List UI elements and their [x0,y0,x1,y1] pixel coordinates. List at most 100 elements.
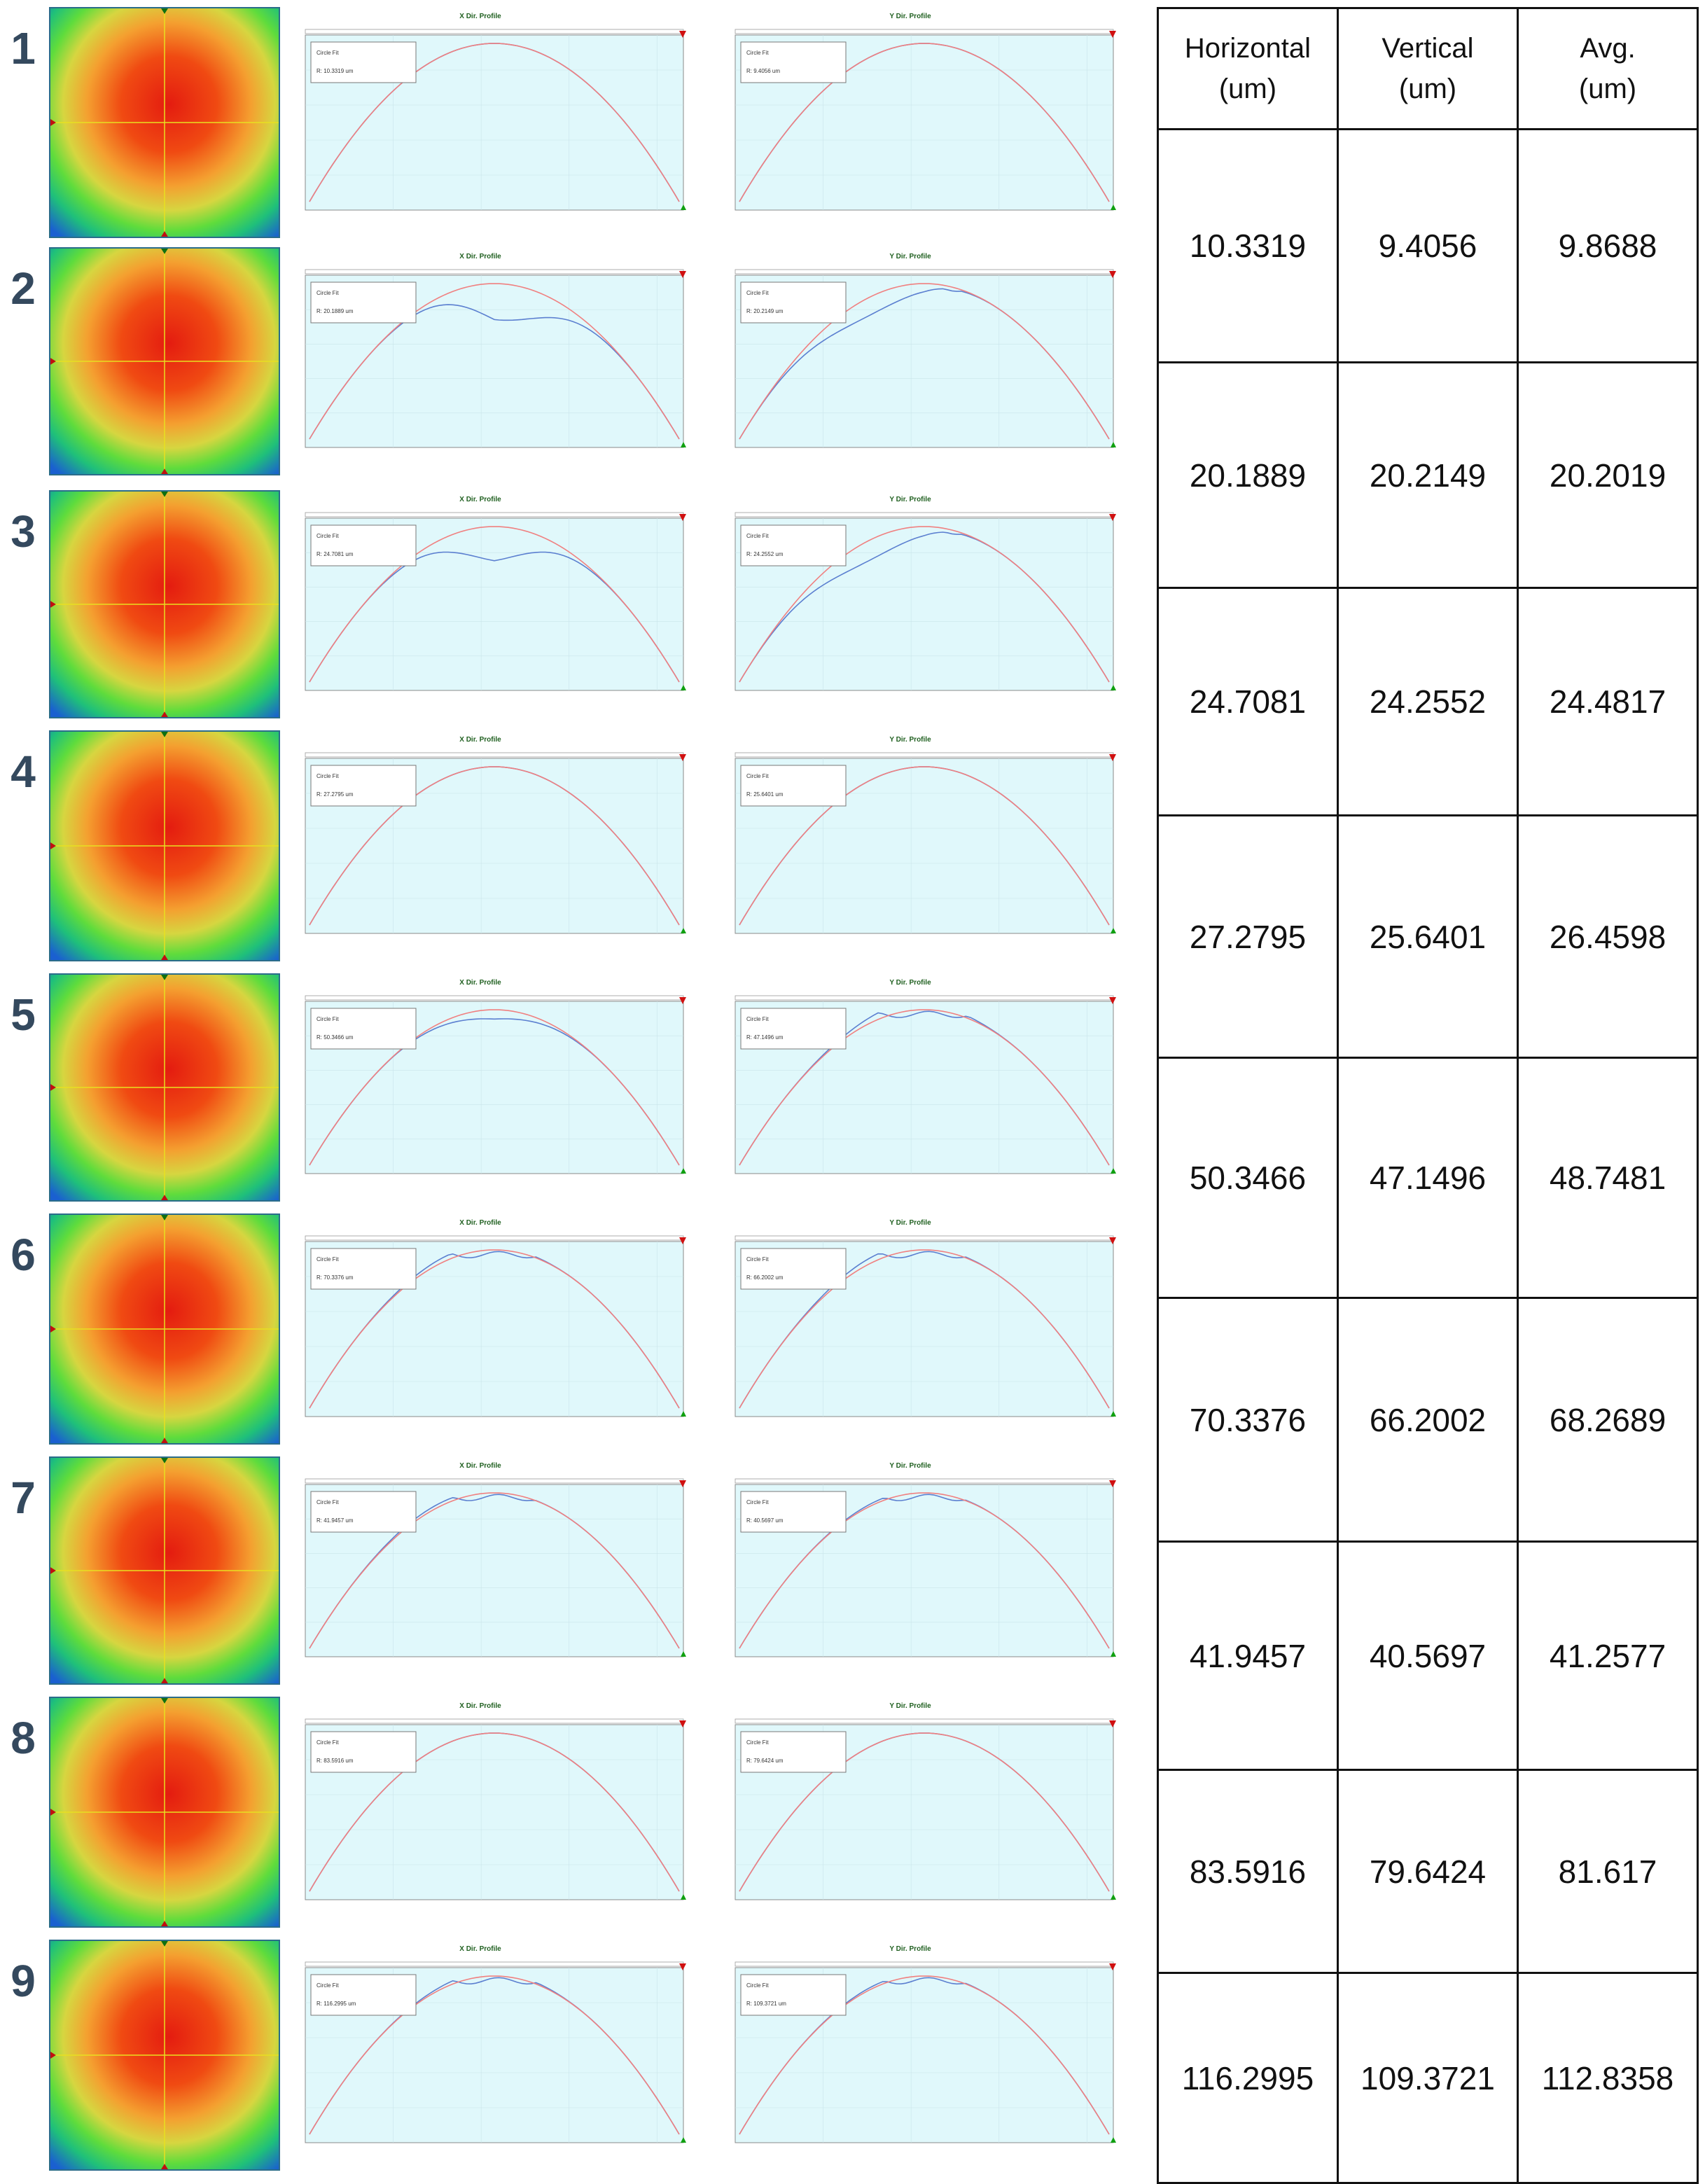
heatmap-image [49,7,280,238]
x-profile-plot: X Dir. Profile Circle Fit R: 10.3319 um [284,7,704,238]
cell-vertical: 109.3721 [1336,1972,1519,2184]
row-number-label: 6 [11,1230,36,1280]
circle-fit-line [739,1732,1110,1892]
heatmap-image [49,247,280,475]
table-row: 10.3319 9.4056 9.8688 [1157,128,1699,363]
heatmap-image [49,1940,280,2171]
cell-horizontal: 83.5916 [1157,1769,1339,1974]
plot-title: X Dir. Profile [459,736,501,744]
circle-fit-radius: R: 10.3319 um [316,68,354,74]
heatmap-image [49,1697,280,1928]
cell-vertical: 79.6424 [1336,1769,1519,1974]
circle-fit-radius: R: 9.4056 um [746,68,780,74]
cell-vertical: 24.2552 [1336,587,1519,816]
y-profile-plot: Y Dir. Profile Circle Fit R: 66.2002 um [714,1213,1134,1445]
plot-title: Y Dir. Profile [889,1702,931,1710]
table-row: 70.3376 66.2002 68.2689 [1157,1297,1699,1543]
circle-fit-line [739,283,1110,440]
circle-fit-line [309,283,680,440]
row-number-label: 9 [11,1956,36,2006]
circle-fit-label: Circle Fit [746,1982,769,1989]
circle-fit-label: Circle Fit [316,1016,339,1022]
row-number-label: 5 [11,989,36,1040]
cell-avg: 20.2019 [1517,361,1699,589]
circle-fit-line [309,1492,680,1649]
header-horizontal: Horizontal (um) [1157,7,1339,130]
row-number-label: 8 [11,1713,36,1763]
cell-avg: 41.2577 [1517,1540,1699,1771]
heatmap-image [49,1213,280,1445]
circle-fit-label: Circle Fit [316,1739,339,1746]
plot-title: X Dir. Profile [459,13,501,20]
y-profile-plot: Y Dir. Profile Circle Fit R: 20.2149 um [714,247,1134,475]
circle-fit-line [739,1249,1110,1409]
cell-vertical: 25.6401 [1336,814,1519,1059]
cell-horizontal: 10.3319 [1157,128,1339,363]
circle-fit-label: Circle Fit [316,1256,339,1263]
cell-vertical: 66.2002 [1336,1297,1519,1543]
circle-fit-line [309,526,680,683]
table-row: 41.9457 40.5697 41.2577 [1157,1540,1699,1771]
table-row: 50.3466 47.1496 48.7481 [1157,1057,1699,1299]
x-profile-plot: X Dir. Profile Circle Fit R: 116.2995 um [284,1940,704,2171]
row-number-label: 3 [11,506,36,557]
cell-horizontal: 70.3376 [1157,1297,1339,1543]
circle-fit-radius: R: 41.9457 um [316,1517,354,1524]
circle-fit-line [309,1975,680,2135]
cell-vertical: 20.2149 [1336,361,1519,589]
cell-horizontal: 20.1889 [1157,361,1339,589]
circle-fit-radius: R: 109.3721 um [746,2001,786,2007]
plot-title: X Dir. Profile [459,1945,501,1953]
plot-title: X Dir. Profile [459,1219,501,1227]
circle-fit-line [739,43,1110,202]
circle-fit-radius: R: 20.1889 um [316,308,354,314]
table-row: 20.1889 20.2149 20.2019 [1157,361,1699,589]
circle-fit-label: Circle Fit [316,1499,339,1505]
circle-fit-radius: R: 40.5697 um [746,1517,784,1524]
y-profile-plot: Y Dir. Profile Circle Fit R: 47.1496 um [714,973,1134,1202]
plot-title: Y Dir. Profile [889,496,931,503]
plot-title: X Dir. Profile [459,1462,501,1470]
heatmap-image [49,490,280,718]
row-number-label: 2 [11,263,36,314]
results-table: Horizontal (um) Vertical (um) Avg. (um) … [1157,7,1699,2184]
plot-title: Y Dir. Profile [889,253,931,260]
circle-fit-label: Circle Fit [746,1016,769,1022]
plot-title: Y Dir. Profile [889,1945,931,1953]
circle-fit-line [309,1249,680,1409]
y-profile-plot: Y Dir. Profile Circle Fit R: 79.6424 um [714,1697,1134,1928]
circle-fit-label: Circle Fit [746,1256,769,1263]
circle-fit-line [309,43,680,202]
x-profile-plot: X Dir. Profile Circle Fit R: 24.7081 um [284,490,704,718]
y-profile-plot: Y Dir. Profile Circle Fit R: 40.5697 um [714,1456,1134,1685]
plot-title: X Dir. Profile [459,253,501,260]
circle-fit-radius: R: 50.3466 um [316,1034,354,1041]
cell-avg: 48.7481 [1517,1057,1699,1299]
plot-title: Y Dir. Profile [889,736,931,744]
row-number-label: 4 [11,746,36,797]
circle-fit-line [739,526,1110,683]
cell-avg: 9.8688 [1517,128,1699,363]
circle-fit-radius: R: 27.2795 um [316,791,354,798]
cell-horizontal: 50.3466 [1157,1057,1339,1299]
table-row: 24.7081 24.2552 24.4817 [1157,587,1699,816]
circle-fit-label: Circle Fit [316,290,339,296]
x-profile-plot: X Dir. Profile Circle Fit R: 41.9457 um [284,1456,704,1685]
cell-horizontal: 116.2995 [1157,1972,1339,2184]
cell-vertical: 40.5697 [1336,1540,1519,1771]
table-row: 27.2795 25.6401 26.4598 [1157,814,1699,1059]
y-profile-plot: Y Dir. Profile Circle Fit R: 109.3721 um [714,1940,1134,2171]
cell-horizontal: 41.9457 [1157,1540,1339,1771]
circle-fit-radius: R: 79.6424 um [746,1758,784,1764]
circle-fit-radius: R: 116.2995 um [316,2001,356,2007]
circle-fit-label: Circle Fit [316,773,339,779]
y-profile-plot: Y Dir. Profile Circle Fit R: 9.4056 um [714,7,1134,238]
circle-fit-radius: R: 66.2002 um [746,1274,784,1281]
cell-avg: 26.4598 [1517,814,1699,1059]
circle-fit-radius: R: 70.3376 um [316,1274,354,1281]
cell-vertical: 47.1496 [1336,1057,1519,1299]
plot-title: X Dir. Profile [459,979,501,987]
plot-title: Y Dir. Profile [889,979,931,987]
plot-title: Y Dir. Profile [889,13,931,20]
circle-fit-radius: R: 20.2149 um [746,308,784,314]
